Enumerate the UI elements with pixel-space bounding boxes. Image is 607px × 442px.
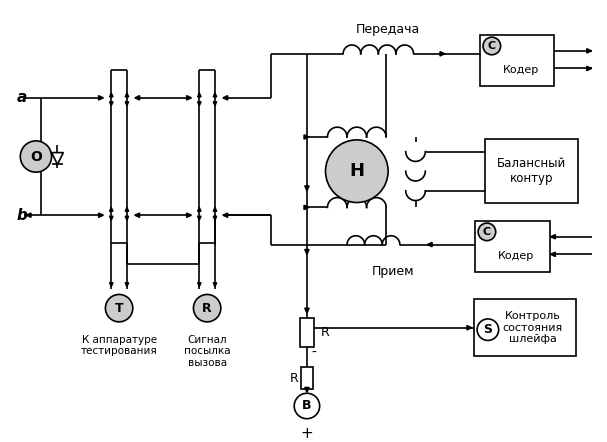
Circle shape [478, 223, 496, 240]
Polygon shape [223, 95, 228, 100]
Circle shape [106, 294, 133, 322]
Text: К аппаратуре
тестирования: К аппаратуре тестирования [81, 335, 157, 356]
Polygon shape [304, 135, 309, 139]
Polygon shape [197, 102, 201, 106]
Polygon shape [125, 216, 129, 220]
Text: H: H [349, 162, 364, 180]
Polygon shape [587, 49, 592, 53]
Polygon shape [551, 235, 555, 239]
Polygon shape [305, 308, 309, 313]
Polygon shape [197, 93, 201, 97]
Polygon shape [587, 66, 592, 71]
Polygon shape [467, 325, 472, 330]
Polygon shape [125, 283, 129, 286]
Circle shape [325, 140, 388, 202]
Polygon shape [213, 216, 217, 220]
Circle shape [294, 393, 320, 419]
Text: b: b [16, 208, 27, 223]
Text: Передача: Передача [356, 23, 420, 36]
Polygon shape [305, 387, 309, 392]
Text: O: O [30, 149, 42, 164]
Polygon shape [186, 213, 191, 217]
Bar [486, 139, 578, 203]
Polygon shape [125, 93, 129, 97]
Text: R: R [290, 372, 298, 385]
Polygon shape [125, 102, 129, 106]
Polygon shape [305, 186, 309, 191]
Polygon shape [98, 95, 103, 100]
Text: R: R [202, 301, 212, 315]
Polygon shape [109, 216, 113, 220]
Polygon shape [305, 249, 309, 254]
Polygon shape [213, 93, 217, 97]
Polygon shape [223, 213, 228, 217]
Polygon shape [304, 205, 309, 210]
Bar [480, 35, 554, 86]
Circle shape [477, 319, 499, 340]
Text: B: B [302, 400, 311, 412]
Text: Кодер: Кодер [498, 251, 534, 261]
Text: T: T [115, 301, 123, 315]
Polygon shape [186, 95, 191, 100]
Polygon shape [52, 152, 63, 164]
Polygon shape [427, 242, 432, 247]
Circle shape [20, 141, 52, 172]
Text: R: R [320, 326, 330, 339]
Polygon shape [98, 213, 103, 217]
Polygon shape [135, 95, 140, 100]
Bar [300, 318, 314, 347]
Circle shape [194, 294, 221, 322]
Bar [475, 221, 549, 272]
Text: C: C [483, 227, 491, 237]
Polygon shape [109, 283, 113, 286]
Polygon shape [197, 283, 201, 286]
Polygon shape [109, 93, 113, 97]
Polygon shape [213, 102, 217, 106]
Polygon shape [440, 52, 445, 56]
Polygon shape [109, 207, 113, 211]
Polygon shape [135, 213, 140, 217]
Polygon shape [551, 252, 555, 256]
Text: a: a [16, 90, 27, 105]
Polygon shape [213, 283, 217, 286]
Text: S: S [483, 323, 492, 336]
Polygon shape [109, 102, 113, 106]
Polygon shape [197, 216, 201, 220]
Bar [473, 299, 577, 356]
Polygon shape [213, 207, 217, 211]
Text: Прием: Прием [371, 266, 415, 278]
Text: +: + [300, 426, 313, 441]
Text: Сигнал
посылка
вызова: Сигнал посылка вызова [184, 335, 231, 368]
Text: -: - [312, 346, 317, 360]
Polygon shape [26, 213, 31, 217]
Circle shape [483, 37, 501, 55]
Text: C: C [488, 41, 496, 51]
Text: Контроль
состояния
шлейфа: Контроль состояния шлейфа [503, 311, 563, 344]
Text: Кодер: Кодер [503, 65, 539, 76]
Bar [301, 367, 313, 389]
Polygon shape [125, 207, 129, 211]
Text: Балансный
контур: Балансный контур [497, 157, 566, 185]
Polygon shape [197, 207, 201, 211]
